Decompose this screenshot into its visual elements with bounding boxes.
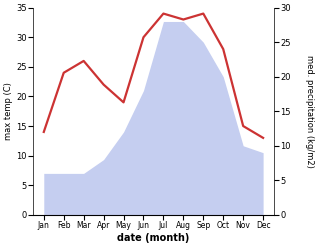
X-axis label: date (month): date (month)	[117, 233, 190, 243]
Y-axis label: med. precipitation (kg/m2): med. precipitation (kg/m2)	[305, 55, 314, 168]
Y-axis label: max temp (C): max temp (C)	[4, 82, 13, 140]
